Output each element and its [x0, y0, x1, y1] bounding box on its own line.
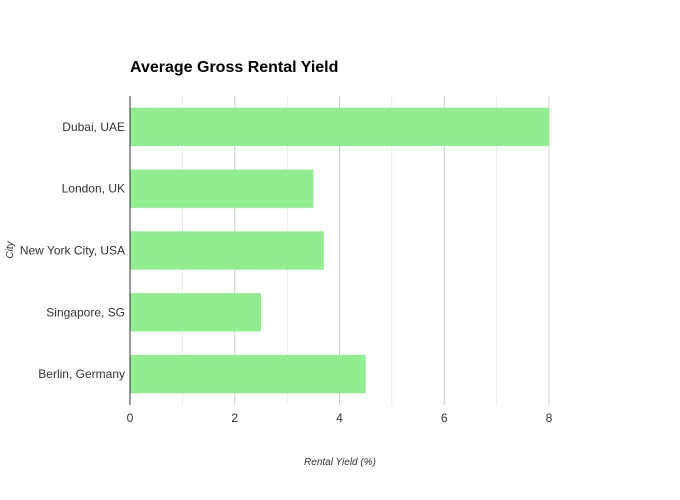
y-tick-label: London, UK — [62, 182, 125, 196]
bar-london-uk — [130, 169, 314, 208]
bar-dubai-uae — [130, 107, 549, 147]
bars — [130, 107, 549, 394]
bar-singapore-sg — [130, 293, 261, 332]
bar-new-york-city-usa — [130, 231, 324, 270]
x-axis-tick-labels: 0 2 4 6 8 — [127, 411, 553, 425]
x-tick-label: 6 — [441, 411, 448, 425]
x-tick-label: 8 — [546, 411, 553, 425]
x-axis-title: Rental Yield (%) — [304, 457, 376, 468]
y-axis-tick-labels: Dubai, UAE London, UK New York City, USA Si… — [20, 120, 125, 381]
x-tick-label: 0 — [127, 411, 134, 425]
y-tick-label: New York City, USA — [20, 244, 125, 258]
bar-berlin-germany — [130, 354, 366, 394]
y-axis-title: City — [5, 240, 16, 258]
chart-title: Average Gross Rental Yield — [130, 59, 338, 76]
y-tick-label: Dubai, UAE — [62, 120, 125, 134]
y-tick-label: Berlin, Germany — [38, 367, 125, 381]
x-tick-label: 2 — [231, 411, 238, 425]
y-tick-label: Singapore, SG — [46, 305, 125, 319]
x-tick-label: 4 — [336, 411, 343, 425]
